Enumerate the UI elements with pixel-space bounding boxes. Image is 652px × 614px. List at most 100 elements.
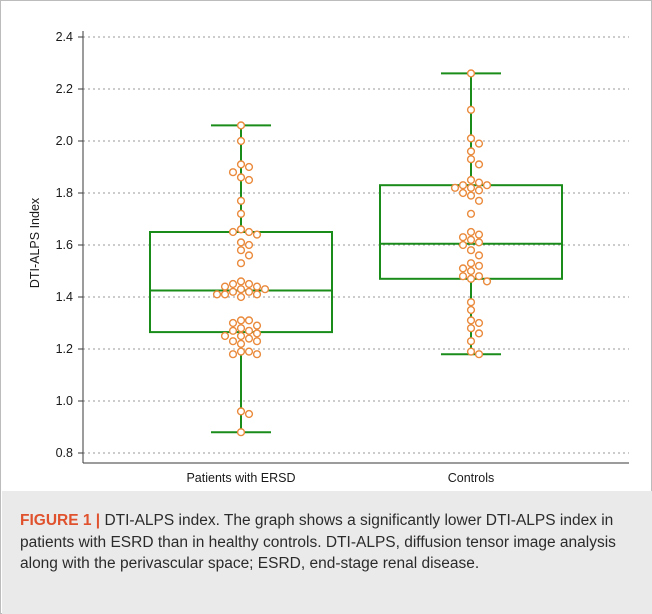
data-point: [260, 285, 270, 294]
data-point: [228, 168, 238, 177]
data-point: [228, 318, 238, 328]
data-point: [466, 183, 476, 192]
data-point: [236, 316, 246, 325]
data-point: [466, 209, 476, 218]
data-point: [244, 287, 254, 296]
data-point: [458, 240, 468, 250]
data-point: [474, 230, 484, 239]
data-point: [252, 337, 262, 346]
data-point: [458, 181, 468, 190]
data-point: [236, 285, 246, 294]
data-point: [252, 230, 262, 239]
y-tick-label: 1.4: [56, 290, 73, 304]
data-point: [466, 305, 476, 315]
y-tick-label: 1.2: [56, 342, 73, 356]
data-point: [474, 261, 484, 270]
caption-panel: FIGURE 1 | DTI-ALPS index. The graph sho…: [2, 491, 652, 614]
data-point: [466, 266, 476, 276]
data-point: [236, 259, 246, 268]
data-point: [236, 160, 246, 169]
category-labels: Patients with ERSD Controls: [186, 471, 494, 485]
data-point: [236, 428, 246, 437]
data-point: [236, 246, 246, 255]
data-point: [466, 105, 476, 114]
data-point: [244, 227, 254, 237]
data-point: [236, 277, 246, 286]
data-point: [236, 407, 246, 416]
data-point: [236, 238, 246, 247]
axes: [82, 31, 629, 464]
data-point: [474, 238, 484, 247]
data-point: [244, 251, 254, 260]
data-point: [252, 290, 262, 299]
data-point: [466, 246, 476, 255]
figure-caption: FIGURE 1 | DTI-ALPS index. The graph sho…: [20, 510, 638, 575]
data-point: [252, 282, 262, 291]
data-point: [244, 316, 254, 325]
boxes: [149, 72, 563, 434]
data-point: [220, 282, 230, 291]
data-point: [466, 155, 476, 164]
data-point: [244, 326, 254, 335]
data-point: [474, 178, 484, 187]
data-points: [212, 69, 492, 437]
data-point: [252, 321, 262, 330]
data-point: [458, 233, 468, 242]
category-label: Patients with ERSD: [186, 471, 295, 485]
data-point: [450, 183, 460, 192]
data-point: [252, 329, 262, 338]
data-point: [482, 181, 492, 190]
data-point: [212, 290, 222, 299]
data-point: [236, 292, 246, 302]
data-point: [466, 324, 476, 333]
data-point: [236, 121, 246, 130]
data-point: [466, 337, 476, 346]
data-point: [236, 339, 246, 348]
data-point: [236, 196, 246, 205]
caption-label: FIGURE 1 |: [20, 512, 101, 529]
data-point: [466, 134, 476, 143]
data-point: [228, 227, 238, 237]
data-point: [474, 186, 484, 195]
data-point: [236, 225, 246, 234]
data-point: [466, 175, 476, 185]
data-point: [220, 290, 230, 299]
data-point: [474, 272, 484, 281]
data-point: [228, 279, 238, 289]
data-point: [466, 298, 476, 307]
data-point: [474, 160, 484, 169]
data-point: [244, 162, 254, 172]
data-point: [244, 347, 254, 356]
data-point: [474, 196, 484, 205]
data-point: [236, 209, 246, 218]
data-point: [474, 251, 484, 260]
y-tick-label: 1.8: [56, 186, 73, 200]
data-point: [252, 350, 262, 359]
data-point: [474, 329, 484, 338]
y-axis-title: DTI-ALPS Index: [28, 197, 42, 288]
data-point: [244, 175, 254, 185]
y-tick-label: 0.8: [56, 446, 73, 460]
data-point: [482, 277, 492, 286]
y-tick-label: 2.4: [56, 30, 73, 44]
data-point: [228, 350, 238, 359]
data-point: [244, 240, 254, 250]
data-point: [228, 326, 238, 335]
category-label: Controls: [448, 471, 495, 485]
y-tick-label: 2.2: [56, 82, 73, 96]
data-point: [466, 69, 476, 78]
data-point: [244, 409, 254, 419]
data-point: [220, 331, 230, 341]
caption-text: DTI-ALPS index. The graph shows a signif…: [20, 512, 616, 572]
data-point: [474, 350, 484, 359]
y-tick-label: 1.0: [56, 394, 73, 408]
data-point: [244, 279, 254, 289]
data-point: [466, 316, 476, 325]
data-point: [236, 324, 246, 333]
data-point: [236, 173, 246, 182]
data-point: [458, 188, 468, 198]
data-point: [466, 191, 476, 200]
data-point: [466, 347, 476, 356]
data-point: [236, 136, 246, 146]
